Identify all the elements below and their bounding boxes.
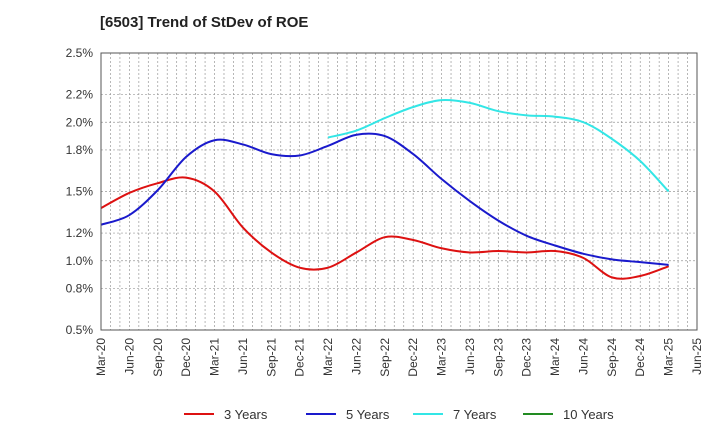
y-tick-label: 2.5% xyxy=(66,46,94,60)
x-tick-label: Jun-22 xyxy=(349,338,363,375)
y-tick-label: 1.2% xyxy=(66,226,94,240)
y-tick-label: 2.2% xyxy=(66,88,94,102)
y-tick-label: 1.5% xyxy=(66,185,94,199)
x-axis-ticks: Mar-20 Jun-20 Sep-20 Dec-20 Mar-21 Jun-21 Sep-… xyxy=(94,338,704,377)
y-tick-label: 0.8% xyxy=(66,281,94,295)
x-tick-label: Mar-20 xyxy=(94,338,108,376)
series-lines xyxy=(100,98,670,280)
y-tick-label: 1.0% xyxy=(66,254,94,268)
x-tick-label: Jun-21 xyxy=(236,338,250,375)
x-tick-label: Mar-23 xyxy=(435,338,449,376)
y-tick-label: 1.8% xyxy=(66,143,94,157)
x-tick-label: Jun-24 xyxy=(576,338,590,375)
x-tick-label: Sep-20 xyxy=(151,338,165,377)
legend-label: 10 Years xyxy=(563,407,614,422)
chart-title: [6503] Trend of StDev of ROE xyxy=(100,14,309,31)
x-tick-label: Jun-25 xyxy=(690,338,704,375)
y-axis-ticks: 0.5% 0.8% 1.0% 1.2% 1.5% 1.8% 2.0% 2.2% 2.5% xyxy=(66,46,94,337)
x-tick-label: Sep-23 xyxy=(491,338,505,377)
x-tick-label: Mar-22 xyxy=(321,338,335,376)
x-tick-label: Sep-24 xyxy=(605,338,619,377)
grid xyxy=(100,52,698,331)
legend-label: 3 Years xyxy=(224,407,268,422)
x-tick-label: Dec-21 xyxy=(293,338,307,377)
plot-frame xyxy=(100,52,698,331)
y-tick-label: 2.0% xyxy=(66,115,94,129)
x-tick-label: Mar-21 xyxy=(208,338,222,376)
legend-label: 7 Years xyxy=(453,407,497,422)
x-tick-label: Dec-20 xyxy=(179,338,193,377)
x-tick-label: Jun-20 xyxy=(122,338,136,375)
x-tick-label: Dec-23 xyxy=(520,338,534,377)
x-tick-label: Mar-25 xyxy=(662,338,676,376)
legend: 3 Years 5 Years 7 Years 10 Years xyxy=(184,407,614,422)
x-tick-label: Jun-23 xyxy=(463,338,477,375)
y-tick-label: 0.5% xyxy=(66,323,94,337)
x-tick-label: Dec-22 xyxy=(406,338,420,377)
x-tick-label: Sep-22 xyxy=(378,338,392,377)
legend-label: 5 Years xyxy=(346,407,390,422)
x-tick-label: Dec-24 xyxy=(633,338,647,377)
x-tick-label: Sep-21 xyxy=(264,338,278,377)
x-tick-label: Mar-24 xyxy=(548,338,562,376)
series-line-3-years xyxy=(100,176,669,280)
